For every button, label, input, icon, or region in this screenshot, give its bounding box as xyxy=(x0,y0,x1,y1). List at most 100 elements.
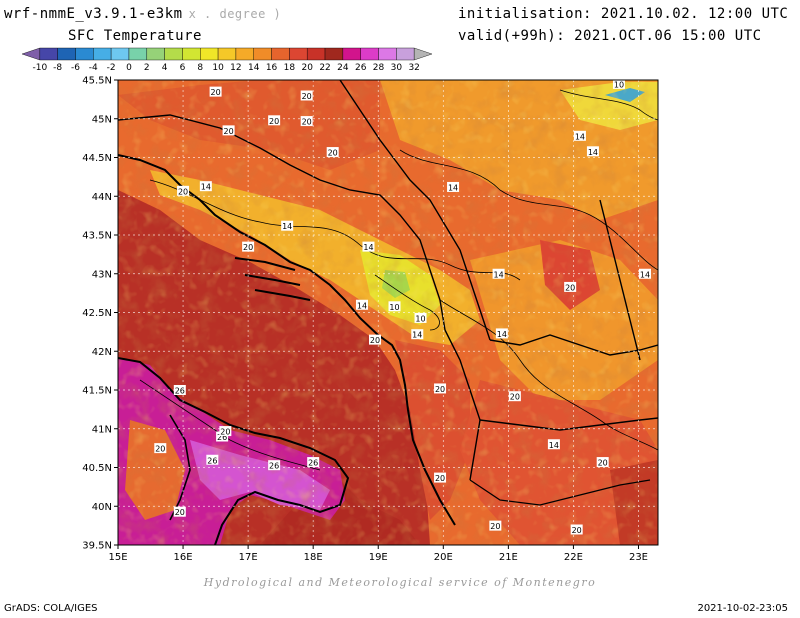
colorbar-tick-label: 30 xyxy=(391,63,403,73)
contour-14-c xyxy=(439,299,658,451)
field-title: SFC Temperature xyxy=(68,28,202,44)
coastline-east xyxy=(118,154,456,526)
contour-label: 14 xyxy=(282,222,292,231)
colorbar-tick-label: 4 xyxy=(162,63,168,73)
contour-label-bg xyxy=(362,241,375,252)
coastline-calabria xyxy=(169,414,191,521)
contour-label-bg xyxy=(209,86,222,97)
contour-label: 20 xyxy=(328,149,338,158)
contour-label-bg xyxy=(612,80,625,89)
contour-label: 26 xyxy=(207,456,217,465)
lon-tick-label: 23E xyxy=(629,552,648,563)
lat-tick-label: 40.5N xyxy=(82,463,112,474)
contour-label-bg xyxy=(368,334,381,345)
colorbar-tick-label: 0 xyxy=(126,63,132,73)
colorbar-swatch xyxy=(200,47,219,61)
border-serbia xyxy=(339,80,491,341)
credit-line: Hydrological and Meteorological service … xyxy=(203,576,597,589)
contour-label: 20 xyxy=(243,243,253,252)
colorbar-swatch xyxy=(128,47,147,61)
contour-label-bg xyxy=(489,520,502,531)
contour-label: 20 xyxy=(220,428,230,437)
colorbar-swatch xyxy=(75,47,94,61)
colorbar-tick-label: 14 xyxy=(248,63,260,73)
contour-label: 10 xyxy=(389,303,399,312)
contour-label: 20 xyxy=(269,117,279,126)
contour-label-bg xyxy=(177,185,190,196)
contour-label-bg xyxy=(154,443,167,454)
contour-10 xyxy=(559,89,658,121)
contour-label: 14 xyxy=(494,270,504,279)
coastline-italy xyxy=(118,357,350,545)
contour-label: 20 xyxy=(572,526,582,535)
contour-label-bg xyxy=(326,147,339,158)
colorbar-swatch xyxy=(39,47,58,61)
contour-label-bg xyxy=(219,426,232,437)
colorbar-tick-label: -4 xyxy=(89,63,98,73)
colorbar-swatch xyxy=(307,47,326,61)
contour-label-bg xyxy=(411,329,424,340)
colorbar-tick-label: 18 xyxy=(284,63,296,73)
colorbar-tick-label: 8 xyxy=(197,63,203,73)
contour-label-bg xyxy=(596,457,609,468)
colorbar-tick-label: 32 xyxy=(408,63,419,73)
colorbar-tick-label: 22 xyxy=(319,63,330,73)
contour-label-bg xyxy=(300,116,313,127)
colorbar-swatch xyxy=(21,47,41,61)
contour-14-b xyxy=(399,149,658,271)
contour-label: 20 xyxy=(435,385,445,394)
colorbar-swatch xyxy=(289,47,308,61)
map-grid xyxy=(118,80,658,545)
colorbar-swatch xyxy=(235,47,254,61)
contour-label: 20 xyxy=(565,283,575,292)
units-label: x . degree ) xyxy=(188,7,282,21)
colorbar-swatch xyxy=(396,47,415,61)
lat-tick-label: 45.5N xyxy=(82,76,112,87)
contour-label: 20 xyxy=(598,459,608,468)
contour-label-bg xyxy=(355,299,368,310)
contour-label-bg xyxy=(307,457,320,468)
lon-tick-label: 17E xyxy=(239,552,258,563)
contour-label: 14 xyxy=(575,132,585,141)
border-greece xyxy=(479,417,658,431)
colorbar-tick-label: 12 xyxy=(230,63,241,73)
contour-label-bg xyxy=(447,181,460,192)
grads-credit: GrADS: COLA/IGES xyxy=(4,603,98,614)
contour-label: 14 xyxy=(640,270,650,279)
model-title: wrf-nmmE_v3.9.1-e3km x . degree ) xyxy=(4,6,282,22)
lon-tick-label: 19E xyxy=(369,552,388,563)
contour-label: 14 xyxy=(549,441,559,450)
lat-tick-label: 43N xyxy=(92,269,112,280)
colorbar-swatch xyxy=(413,47,433,61)
contour-label: 20 xyxy=(302,118,312,127)
contour-label: 26 xyxy=(217,433,227,442)
contour-label: 14 xyxy=(412,331,422,340)
lat-tick-label: 44N xyxy=(92,192,112,203)
contour-label: 20 xyxy=(175,508,185,517)
colorbar-swatch xyxy=(164,47,183,61)
border-bosnia xyxy=(118,114,446,331)
colorbar-tick-label: -2 xyxy=(107,63,116,73)
contour-label-bg xyxy=(281,220,294,231)
contour-label: 14 xyxy=(363,243,373,252)
contour-label-bg xyxy=(495,328,508,339)
contour-label-bg xyxy=(268,460,281,471)
colorbar-swatch xyxy=(57,47,76,61)
colorbar-tick-label: -6 xyxy=(71,63,80,73)
contour-label-bg xyxy=(434,472,447,483)
lat-tick-label: 45N xyxy=(92,114,112,125)
lat-tick-label: 40N xyxy=(92,502,112,513)
colorbar-tick-label: 2 xyxy=(144,63,150,73)
contour-label-bg xyxy=(242,241,255,252)
lon-tick-label: 18E xyxy=(304,552,323,563)
contour-label: 20 xyxy=(302,92,312,101)
contour-label-bg xyxy=(508,391,521,402)
colorbar-tick-label: 28 xyxy=(373,63,385,73)
colorbar-tick-label: -10 xyxy=(32,63,47,73)
colorbar-tick-label: -8 xyxy=(53,63,62,73)
contour-label: 20 xyxy=(370,336,380,345)
colorbar-swatch xyxy=(217,47,237,61)
lon-tick-label: 22E xyxy=(564,552,583,563)
